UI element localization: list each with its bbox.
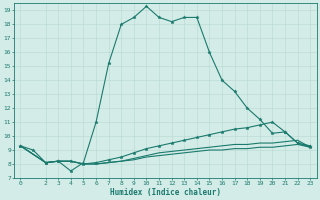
X-axis label: Humidex (Indice chaleur): Humidex (Indice chaleur) — [110, 188, 221, 197]
